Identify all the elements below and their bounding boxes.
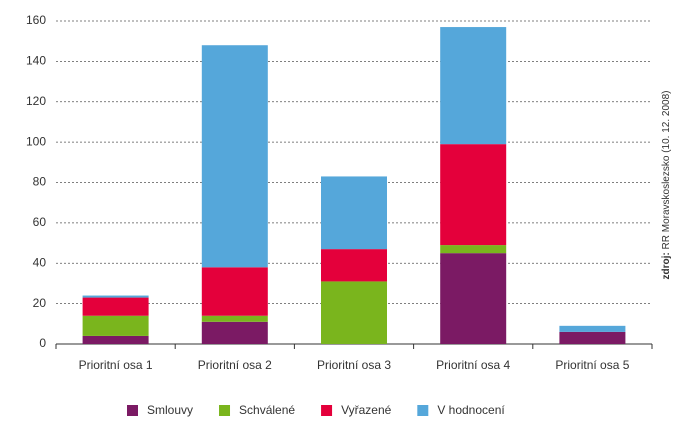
source-note: zdroj: RR Moravskoslezsko (10. 12. 2008): [661, 91, 672, 280]
legend-label: Vyřazené: [341, 403, 392, 417]
bar-segment: [82, 315, 149, 336]
legend-swatch: [321, 405, 333, 416]
y-tick-label: 100: [26, 134, 46, 148]
bar-segment: [440, 245, 507, 254]
bar-segment: [440, 253, 507, 344]
legend-label: V hodnocení: [437, 403, 505, 417]
legend-swatch: [127, 405, 138, 416]
legend-swatch: [219, 405, 231, 416]
x-tick-label: Prioritní osa 3: [317, 358, 391, 372]
legend-swatch: [417, 405, 429, 416]
x-tick-label: Prioritní osa 1: [79, 358, 153, 372]
bar-segment: [201, 267, 268, 316]
x-tick-label: Prioritní osa 4: [436, 358, 510, 372]
legend-label: Smlouvy: [147, 403, 193, 417]
y-tick-label: 80: [33, 175, 47, 189]
y-tick-label: 0: [39, 336, 46, 350]
x-tick-label: Prioritní osa 2: [198, 358, 272, 372]
bar-segment: [201, 321, 268, 344]
bar-segment: [440, 27, 507, 145]
source-label: zdroj:: [661, 252, 672, 279]
bar-segment: [321, 249, 387, 282]
y-tick-label: 120: [26, 94, 46, 108]
x-tick-label: Prioritní osa 5: [555, 358, 629, 372]
bar-segment: [82, 295, 149, 298]
source-text: RR Moravskoslezsko (10. 12. 2008): [661, 91, 672, 250]
y-tick-label: 60: [33, 215, 47, 229]
y-tick-label: 20: [33, 296, 47, 310]
legend-label: Schválené: [239, 403, 295, 417]
bar-segment: [201, 315, 268, 322]
bar-segment: [82, 335, 149, 344]
bar-segment: [440, 144, 507, 246]
y-tick-label: 40: [33, 255, 47, 269]
bar-segment: [321, 176, 387, 250]
y-tick-label: 160: [26, 13, 46, 27]
bar-segment: [82, 297, 149, 316]
bar-segment: [201, 45, 268, 268]
y-tick-label: 140: [26, 54, 46, 68]
bar-segment: [321, 281, 387, 344]
bar-segment: [559, 331, 626, 344]
bar-segment: [559, 325, 626, 332]
